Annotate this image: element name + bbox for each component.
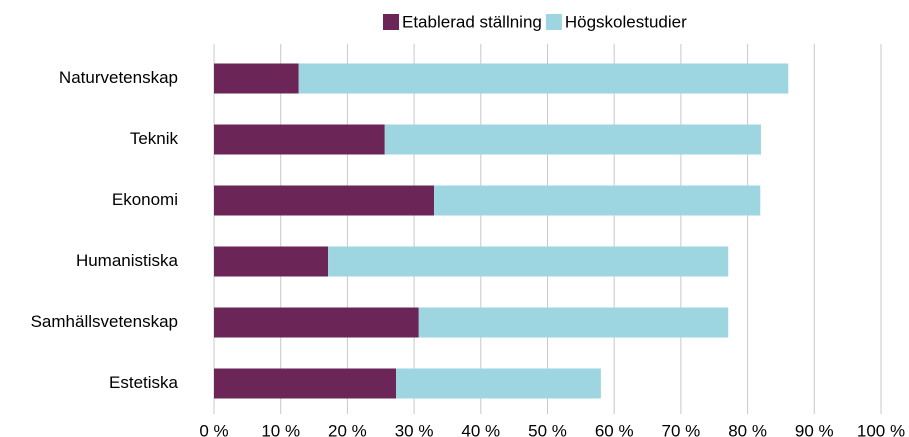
bar [384, 124, 761, 155]
x-tick-label: 50 % [528, 421, 567, 437]
y-tick-label: Humanistiska [76, 251, 179, 270]
x-tick-label: 20 % [328, 421, 367, 437]
x-tick-label: 30 % [395, 421, 434, 437]
y-tick-label: Ekonomi [112, 190, 178, 209]
bar [418, 307, 729, 338]
bar [214, 307, 419, 338]
x-tick-label: 0 % [199, 421, 228, 437]
bar [214, 124, 385, 155]
legend-label: Högskolestudier [565, 12, 687, 31]
y-tick-label: Naturvetenskap [59, 68, 178, 87]
legend-label: Etablerad ställning [402, 12, 542, 31]
x-tick-label: 80 % [728, 421, 767, 437]
x-tick-label: 90 % [795, 421, 834, 437]
x-tick-label: 40 % [461, 421, 500, 437]
bar [214, 368, 397, 399]
bar [396, 368, 601, 399]
bar [434, 185, 761, 216]
bar [328, 246, 729, 277]
bar [214, 246, 329, 277]
x-tick-label: 100 % [857, 421, 905, 437]
legend-swatch [383, 14, 399, 30]
x-tick-label: 70 % [662, 421, 701, 437]
x-tick-label: 60 % [595, 421, 634, 437]
x-tick-label: 10 % [261, 421, 300, 437]
bar [214, 185, 435, 216]
y-tick-label: Teknik [130, 129, 179, 148]
legend-swatch [545, 14, 562, 30]
y-tick-label: Samhällsvetenskap [31, 312, 178, 331]
y-tick-label: Estetiska [109, 373, 179, 392]
bar [214, 63, 299, 94]
bar [298, 63, 789, 94]
